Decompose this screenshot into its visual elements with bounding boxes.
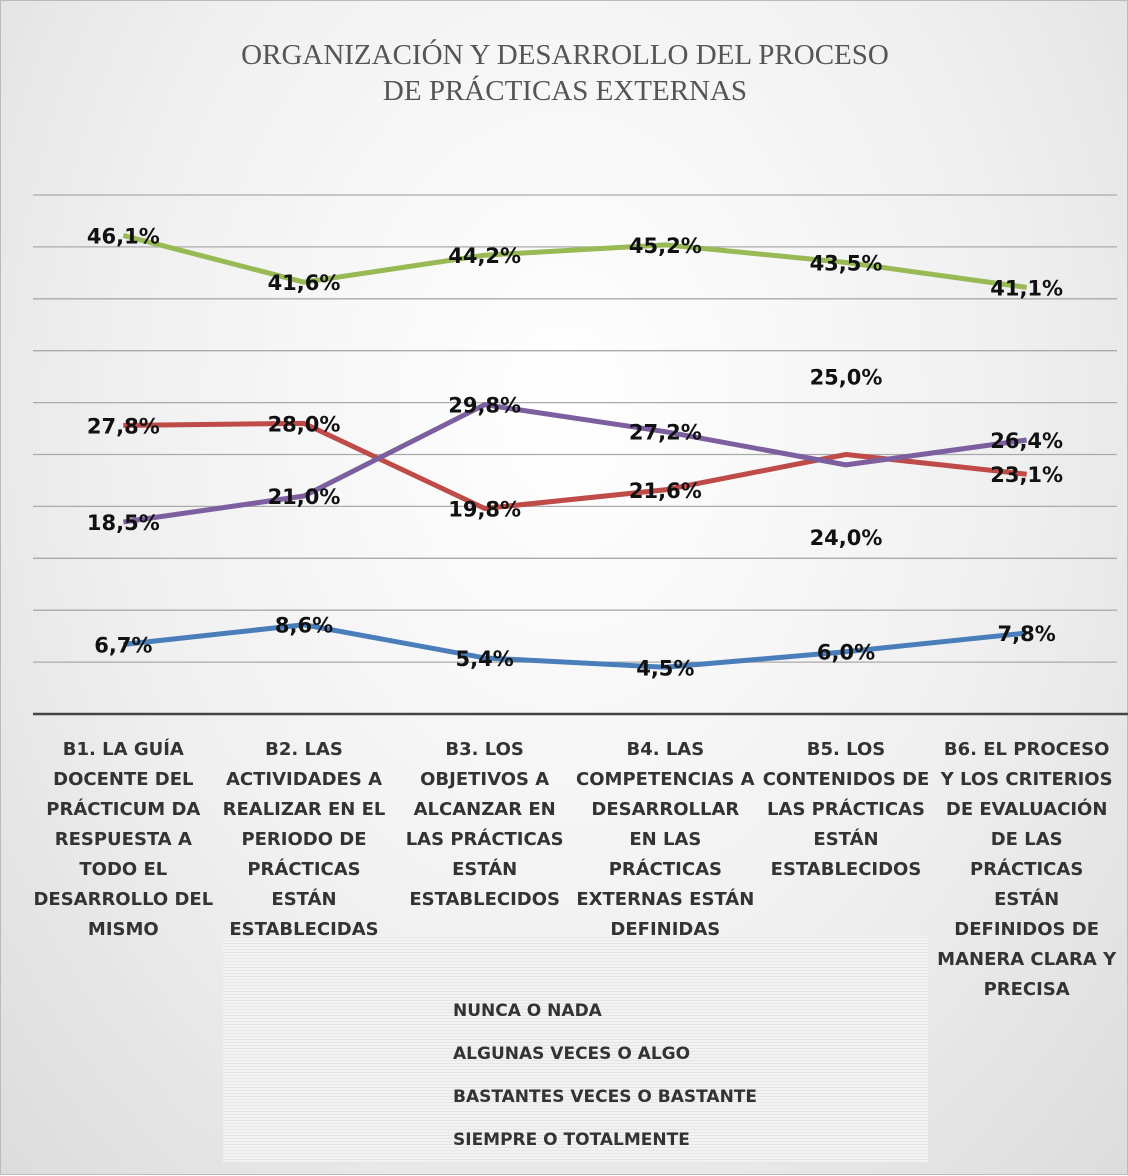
- x-tick-label: B6. EL PROCESO Y LOS CRITERIOS DE EVALUA…: [937, 739, 1117, 1000]
- x-tick-label: B4. LAS COMPETENCIAS A DESARROLLAR EN LA…: [576, 739, 755, 940]
- data-label: 43,5%: [810, 251, 883, 275]
- chart-title: ORGANIZACIÓN Y DESARROLLO DEL PROCESO DE…: [241, 39, 889, 107]
- data-label: 27,8%: [87, 414, 160, 438]
- data-label: 27,2%: [629, 421, 702, 445]
- data-label: 26,4%: [990, 429, 1063, 453]
- data-label: 4,5%: [636, 656, 694, 680]
- data-label: 6,7%: [94, 633, 152, 657]
- data-label: 5,4%: [456, 647, 514, 671]
- data-label: 21,6%: [629, 479, 702, 503]
- legend-item: SIEMPRE O TOTALMENTE: [391, 1128, 891, 1152]
- data-label: 29,8%: [448, 394, 521, 418]
- legend-label: NUNCA O NADA: [453, 1001, 602, 1021]
- x-tick-label: B5. LOS CONTENIDOS DE LAS PRÁCTICAS ESTÁ…: [762, 739, 930, 880]
- data-label: 18,5%: [87, 511, 160, 535]
- legend-item: ALGUNAS VECES O ALGO: [391, 1042, 891, 1066]
- legend-label: BASTANTES VECES O BASTANTE: [453, 1087, 758, 1107]
- line-series: [123, 420, 1027, 511]
- data-label: 21,0%: [268, 485, 341, 509]
- data-label: 46,1%: [87, 224, 160, 248]
- data-label: 8,6%: [275, 614, 333, 638]
- data-label: 44,2%: [448, 244, 521, 268]
- data-label: 45,2%: [629, 234, 702, 258]
- line-series: [123, 622, 1027, 670]
- data-label: 41,1%: [990, 276, 1063, 300]
- data-label: 41,6%: [268, 271, 341, 295]
- data-label: 19,8%: [448, 497, 521, 521]
- legend-item: BASTANTES VECES O BASTANTE: [391, 1085, 891, 1109]
- legend-item: NUNCA O NADA: [391, 999, 891, 1023]
- x-tick-label: B2. LAS ACTIVIDADES A REALIZAR EN EL PER…: [222, 739, 386, 940]
- data-label: 25,0%: [810, 366, 883, 390]
- data-label: 23,1%: [990, 463, 1063, 487]
- line-series: [122, 233, 1028, 290]
- x-tick-label: B3. LOS OBJETIVOS A ALCANZAR EN LAS PRÁC…: [405, 739, 564, 910]
- data-label: 28,0%: [268, 412, 341, 436]
- legend-label: ALGUNAS VECES O ALGO: [453, 1044, 691, 1064]
- data-label: 6,0%: [817, 641, 875, 665]
- x-tick-label: B1. LA GUÍA DOCENTE DEL PRÁCTICUM DA RES…: [33, 739, 214, 940]
- data-label: 24,0%: [810, 526, 883, 550]
- line-series: [122, 402, 1028, 525]
- data-label: 7,8%: [998, 622, 1056, 646]
- legend-label: SIEMPRE O TOTALMENTE: [453, 1130, 690, 1150]
- legend: NUNCA O NADA ALGUNAS VECES O ALGO BASTANTE…: [223, 936, 928, 1163]
